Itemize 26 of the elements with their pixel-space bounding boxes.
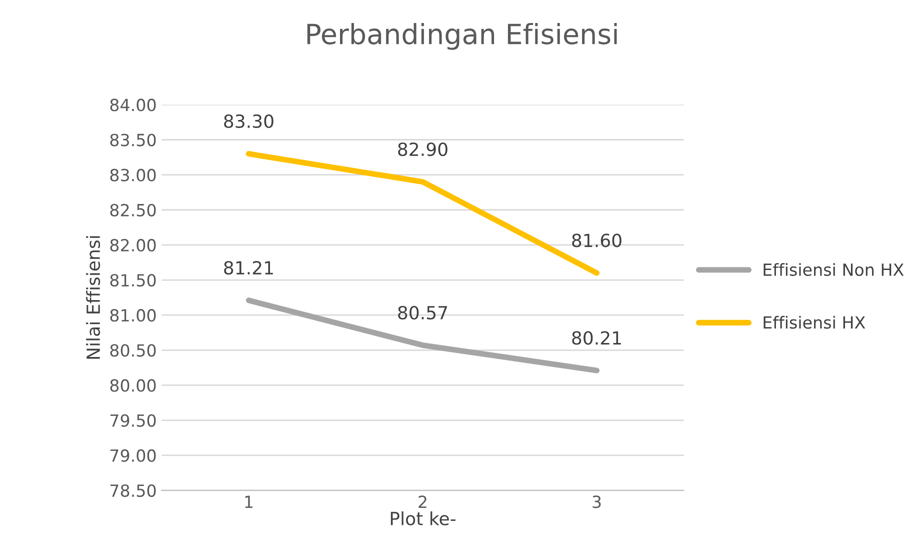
x-tick-label: 1: [245, 496, 252, 508]
y-tick-label: 79.50: [110, 414, 156, 427]
y-tick-label: 83.50: [110, 134, 156, 146]
y-tick-label: 82.00: [110, 238, 156, 252]
x-axis-title: Plot ke-: [390, 511, 456, 526]
y-tick-label: 83.00: [110, 168, 156, 182]
y-tick-label: 80.50: [110, 344, 156, 357]
x-tick-label: 2: [418, 496, 426, 508]
data-label: 82.90: [398, 142, 448, 156]
x-tick-label: 3: [592, 496, 601, 508]
data-label: 81.60: [572, 234, 622, 248]
data-label: 81.21: [224, 260, 273, 275]
y-tick-label: 81.50: [110, 274, 156, 287]
y-tick-label: 81.00: [110, 309, 156, 322]
y-tick-label: 82.50: [110, 204, 156, 216]
data-label: 80.57: [398, 306, 448, 320]
y-tick-label: 80.00: [110, 379, 156, 392]
y-tick-label: 78.50: [110, 484, 156, 497]
y-tick-label: 84.00: [110, 98, 156, 112]
chart-title: Perbandingan Efisiensi: [307, 22, 617, 50]
legend-label: Effisiensi Non HX: [764, 263, 904, 276]
data-label: 80.21: [572, 331, 621, 345]
y-axis-title: Nilai Effisiensi: [86, 236, 100, 359]
data-label: 83.30: [224, 114, 274, 128]
y-tick-label: 79.00: [110, 449, 156, 462]
legend-label: Effisiensi HX: [764, 316, 866, 329]
